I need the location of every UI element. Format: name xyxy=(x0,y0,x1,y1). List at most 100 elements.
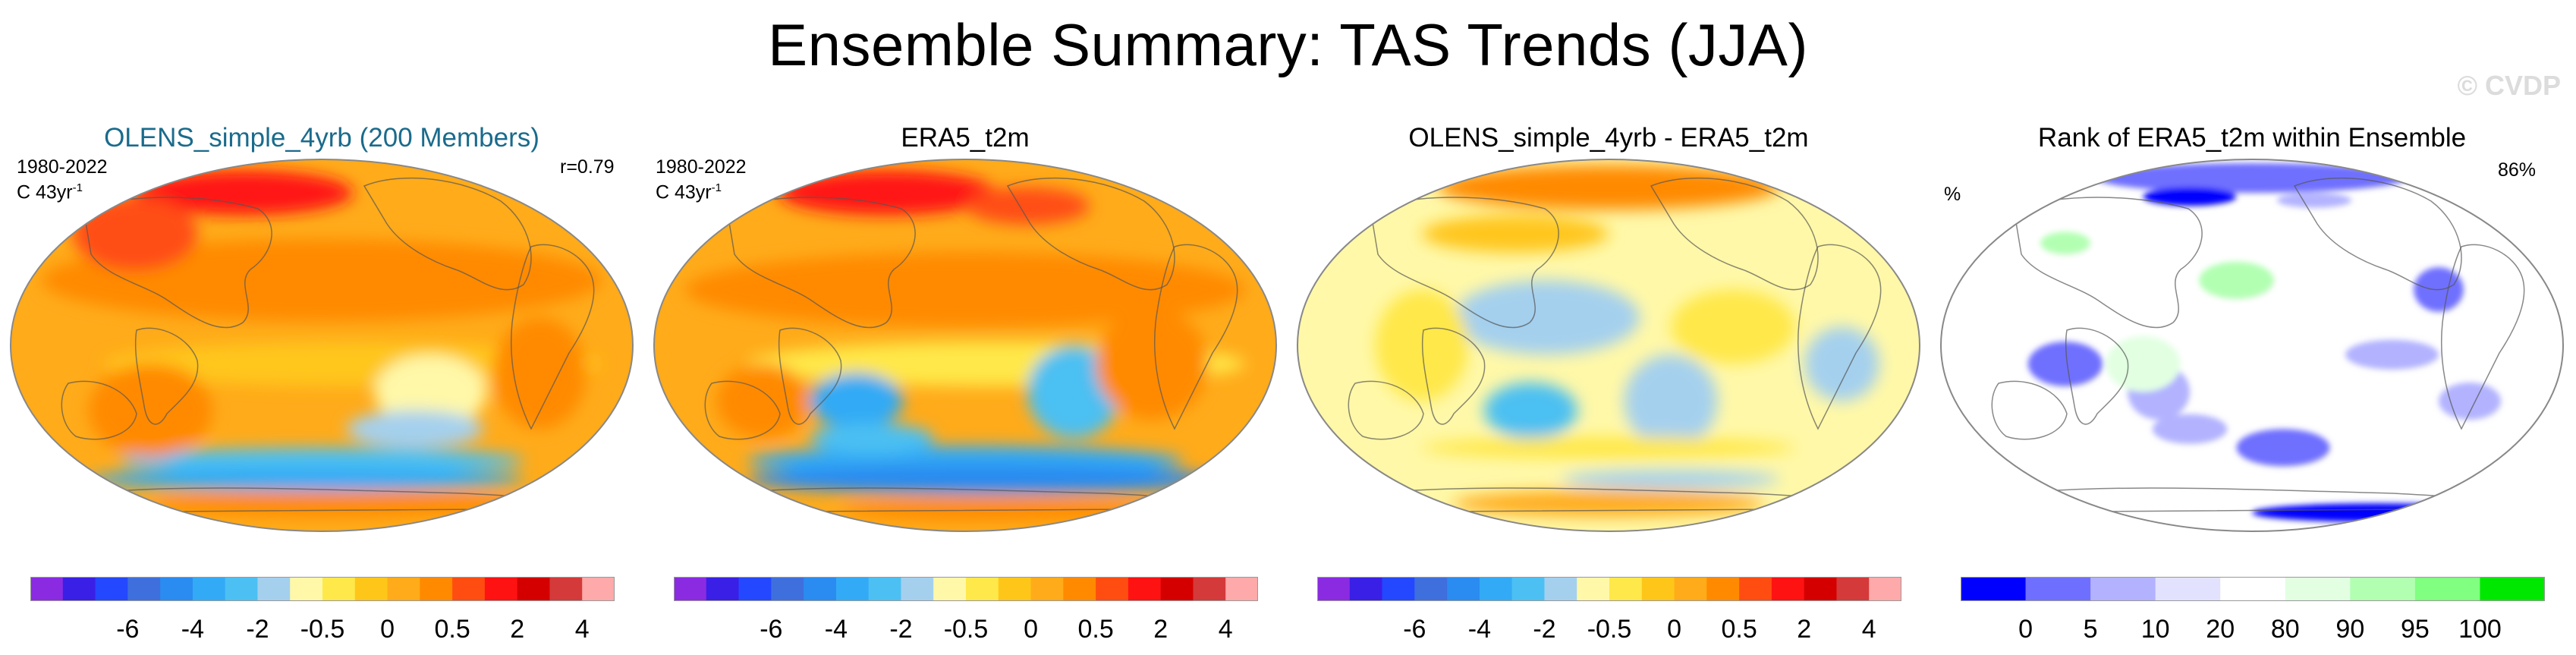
colorbar-tick-label: 2 xyxy=(510,615,524,644)
period-text: 1980-2022 xyxy=(17,156,108,178)
panel-title: OLENS_simple_4yrb - ERA5_t2m xyxy=(1408,123,1809,153)
colorbar-swatch xyxy=(62,577,96,601)
coastline xyxy=(134,327,199,425)
colorbar-tick-label: 0 xyxy=(1024,615,1038,644)
panel-observations: ERA5_t2m 1980-2022 C 43yr-1 -6 -4 -2 -0.5 0 0… xyxy=(643,114,1287,655)
colorbar-tick-label: 90 xyxy=(2335,615,2364,644)
coastline xyxy=(83,197,272,329)
map-anomaly-region xyxy=(492,317,587,430)
colorbar-swatch xyxy=(1479,577,1513,601)
colorbar-swatch xyxy=(484,577,518,601)
colorbar-swatch xyxy=(2155,577,2221,601)
colorbar-tick-label: -4 xyxy=(1468,615,1491,644)
colorbar-swatch xyxy=(1063,577,1096,601)
units-text: C 43yr xyxy=(17,181,73,203)
colorbar-swatch xyxy=(257,577,291,601)
colorbar-swatch xyxy=(835,577,870,601)
colorbar-swatch xyxy=(868,577,901,601)
colorbar-swatch xyxy=(452,577,486,601)
colorbar-tick-label: 4 xyxy=(1219,615,1233,644)
colorbar-swatch xyxy=(1382,577,1415,601)
map-field xyxy=(1941,159,2563,531)
map-anomaly-region xyxy=(2236,429,2330,467)
colorbar-swatch xyxy=(127,577,161,601)
coastline xyxy=(1348,380,1424,440)
colorbar-tick-label: 0 xyxy=(380,615,395,644)
colorbar-tick-label: 0 xyxy=(1667,615,1681,644)
rank-map xyxy=(1940,159,2564,532)
colorbar-tick-label: 2 xyxy=(1797,615,1811,644)
colorbar-tick-label: -0.5 xyxy=(944,615,989,644)
units-label: % xyxy=(1944,184,1961,205)
colorbar-swatch xyxy=(1317,577,1351,601)
colorbar-swatch xyxy=(1225,577,1258,601)
map-anomaly-region xyxy=(88,364,213,457)
colorbar-swatch xyxy=(2350,577,2416,601)
colorbar-tick-label: 20 xyxy=(2206,615,2235,644)
figure-title: Ensemble Summary: TAS Trends (JJA) xyxy=(768,11,1808,78)
colorbar-swatch xyxy=(420,577,453,601)
coastline xyxy=(510,244,595,430)
map-anomaly-region xyxy=(810,373,903,430)
map-anomaly-region xyxy=(810,423,934,454)
map-anomaly-region xyxy=(88,468,524,491)
colorbar-swatch xyxy=(1193,577,1226,601)
colorbar-tick-label: -2 xyxy=(889,615,912,644)
colorbar-tick-label: -2 xyxy=(1533,615,1555,644)
map-anomaly-region xyxy=(1453,490,1764,517)
map-anomaly-region xyxy=(2199,261,2274,299)
colorbar-swatch xyxy=(1641,577,1675,601)
map-anomaly-region xyxy=(150,490,524,517)
map-border xyxy=(653,159,1277,532)
colorbar-swatch xyxy=(1096,577,1129,601)
map-anomaly-region xyxy=(119,447,524,474)
units-exponent: -1 xyxy=(711,181,722,194)
colorbar-swatch xyxy=(966,577,999,601)
coastline xyxy=(2065,327,2129,425)
coastline xyxy=(1006,177,1175,291)
colorbar-swatch xyxy=(582,577,615,601)
coastline xyxy=(363,177,532,291)
colorbar-tick-label: -0.5 xyxy=(1587,615,1632,644)
colorbar-frame xyxy=(1317,577,1901,601)
units-exponent: -1 xyxy=(72,181,83,194)
coastline xyxy=(1991,380,2068,440)
colorbar-swatch xyxy=(738,577,772,601)
panel-rank: Rank of ERA5_t2m within Ensemble % 86% 0… xyxy=(1930,114,2574,655)
coastline xyxy=(61,380,137,440)
colorbar-swatch xyxy=(1836,577,1870,601)
colorbar-tick-label: 100 xyxy=(2458,615,2502,644)
colorbar-swatch xyxy=(2220,577,2286,601)
colorbar: -6-4-2-0.500.5246 xyxy=(674,577,1258,644)
map-anomaly-region xyxy=(374,354,487,430)
coastline xyxy=(2013,197,2203,329)
colorbar-tick-label: 0.5 xyxy=(1721,615,1757,644)
colorbar-swatch xyxy=(1609,577,1643,601)
colorbar-swatch xyxy=(1804,577,1837,601)
map-anomaly-region xyxy=(1096,308,1208,420)
map-anomaly-region xyxy=(1562,470,1780,489)
colorbar-swatch xyxy=(30,577,64,601)
coastline xyxy=(1370,197,1559,329)
colorbar-tick-label: -6 xyxy=(1403,615,1426,644)
colorbar-swatch xyxy=(1674,577,1707,601)
colorbar-swatch xyxy=(1739,577,1772,601)
colorbar-swatch xyxy=(517,577,550,601)
map-border xyxy=(1297,159,1920,532)
map-field xyxy=(654,159,1276,531)
map-anomaly-region xyxy=(747,464,1214,494)
colorbar-swatch xyxy=(1349,577,1383,601)
colorbar-swatch xyxy=(322,577,356,601)
colorbar-swatch xyxy=(1577,577,1610,601)
map-anomaly-region xyxy=(1437,165,1780,210)
colorbar-swatch xyxy=(2414,577,2480,601)
colorbar-tick-label: 2 xyxy=(1153,615,1168,644)
coastline xyxy=(2293,177,2462,291)
colorbar-swatch xyxy=(706,577,740,601)
colorbar-tick-label: 10 xyxy=(2141,615,2170,644)
colorbar-swatch xyxy=(2480,577,2545,601)
panel-difference: OLENS_simple_4yrb - ERA5_t2m -6 -4 -2 -0.5 0… xyxy=(1287,114,1930,655)
colorbar-swatch xyxy=(549,577,583,601)
colorbar-swatch xyxy=(674,577,707,601)
colorbar-swatch xyxy=(2090,577,2156,601)
